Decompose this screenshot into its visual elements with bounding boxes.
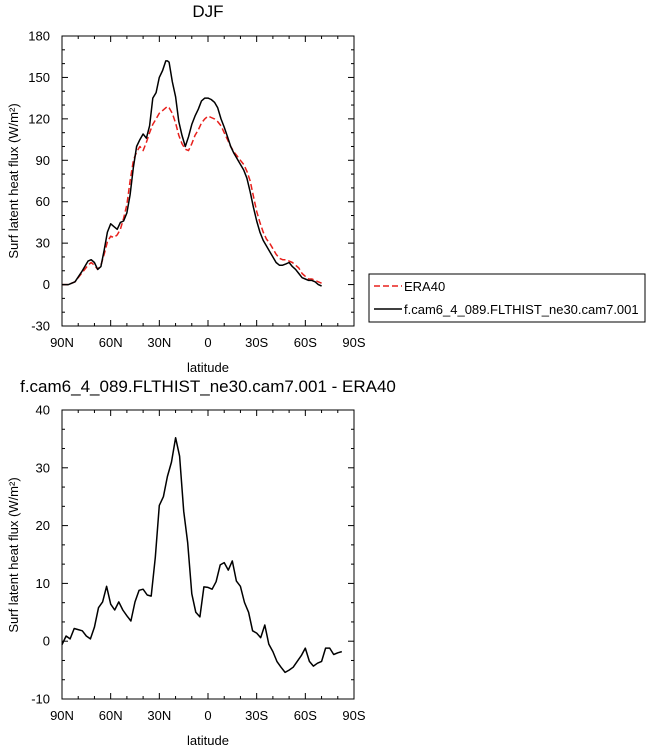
x-tick-label: 60N — [99, 708, 123, 723]
bottom-y-axis-label: Surf latent heat flux (W/m²) — [6, 477, 21, 632]
legend-label-era40: ERA40 — [404, 279, 445, 294]
top-x-axis-label: latitude — [187, 360, 229, 375]
x-tick-label: 60S — [294, 335, 317, 350]
x-tick-label: 0 — [204, 708, 211, 723]
x-tick-label: 30S — [245, 335, 268, 350]
y-tick-label: 30 — [36, 460, 50, 475]
y-tick-label: 60 — [36, 194, 50, 209]
x-tick-label: 30N — [147, 335, 171, 350]
x-tick-label: 90S — [342, 335, 365, 350]
bottom-title: f.cam6_4_089.FLTHIST_ne30.cam7.001 - ERA… — [20, 377, 396, 396]
y-tick-label: 180 — [28, 29, 50, 44]
top-title: DJF — [192, 2, 223, 21]
series-line-1 — [62, 60, 322, 287]
x-tick-label: 90N — [50, 708, 74, 723]
legend-label-model: f.cam6_4_089.FLTHIST_ne30.cam7.001 — [404, 302, 639, 317]
y-tick-label: 120 — [28, 111, 50, 126]
y-tick-label: 20 — [36, 518, 50, 533]
legend: ERA40 f.cam6_4_089.FLTHIST_ne30.cam7.001 — [368, 273, 646, 323]
y-tick-label: 40 — [36, 403, 50, 418]
x-tick-label: 0 — [204, 335, 211, 350]
x-tick-label: 30S — [245, 708, 268, 723]
x-tick-label: 60N — [99, 335, 123, 350]
bottom-plot-frame — [61, 409, 355, 700]
y-tick-label: 30 — [36, 236, 50, 251]
y-tick-label: 90 — [36, 153, 50, 168]
top-y-axis-label: Surf latent heat flux (W/m²) — [6, 103, 21, 258]
y-tick-label: 0 — [43, 634, 50, 649]
y-tick-label: 10 — [36, 576, 50, 591]
x-tick-label: 30N — [147, 708, 171, 723]
x-tick-label: 90S — [342, 708, 365, 723]
legend-box — [368, 273, 646, 323]
bottom-panel: f.cam6_4_089.FLTHIST_ne30.cam7.001 - ERA… — [6, 377, 396, 748]
y-tick-label: -10 — [31, 692, 50, 707]
x-tick-label: 90N — [50, 335, 74, 350]
y-tick-label: 150 — [28, 70, 50, 85]
series-line-0 — [62, 105, 322, 286]
y-tick-label: -30 — [31, 319, 50, 334]
bottom-x-axis-label: latitude — [187, 733, 229, 748]
x-tick-label: 60S — [294, 708, 317, 723]
top-plot-frame — [61, 35, 355, 327]
top-panel: DJF -30 0 30 60 90 120 150 180 90N 60N 30N 0 30S 60S… — [6, 2, 646, 375]
y-tick-label: 0 — [43, 277, 50, 292]
series-line-0 — [61, 436, 343, 674]
